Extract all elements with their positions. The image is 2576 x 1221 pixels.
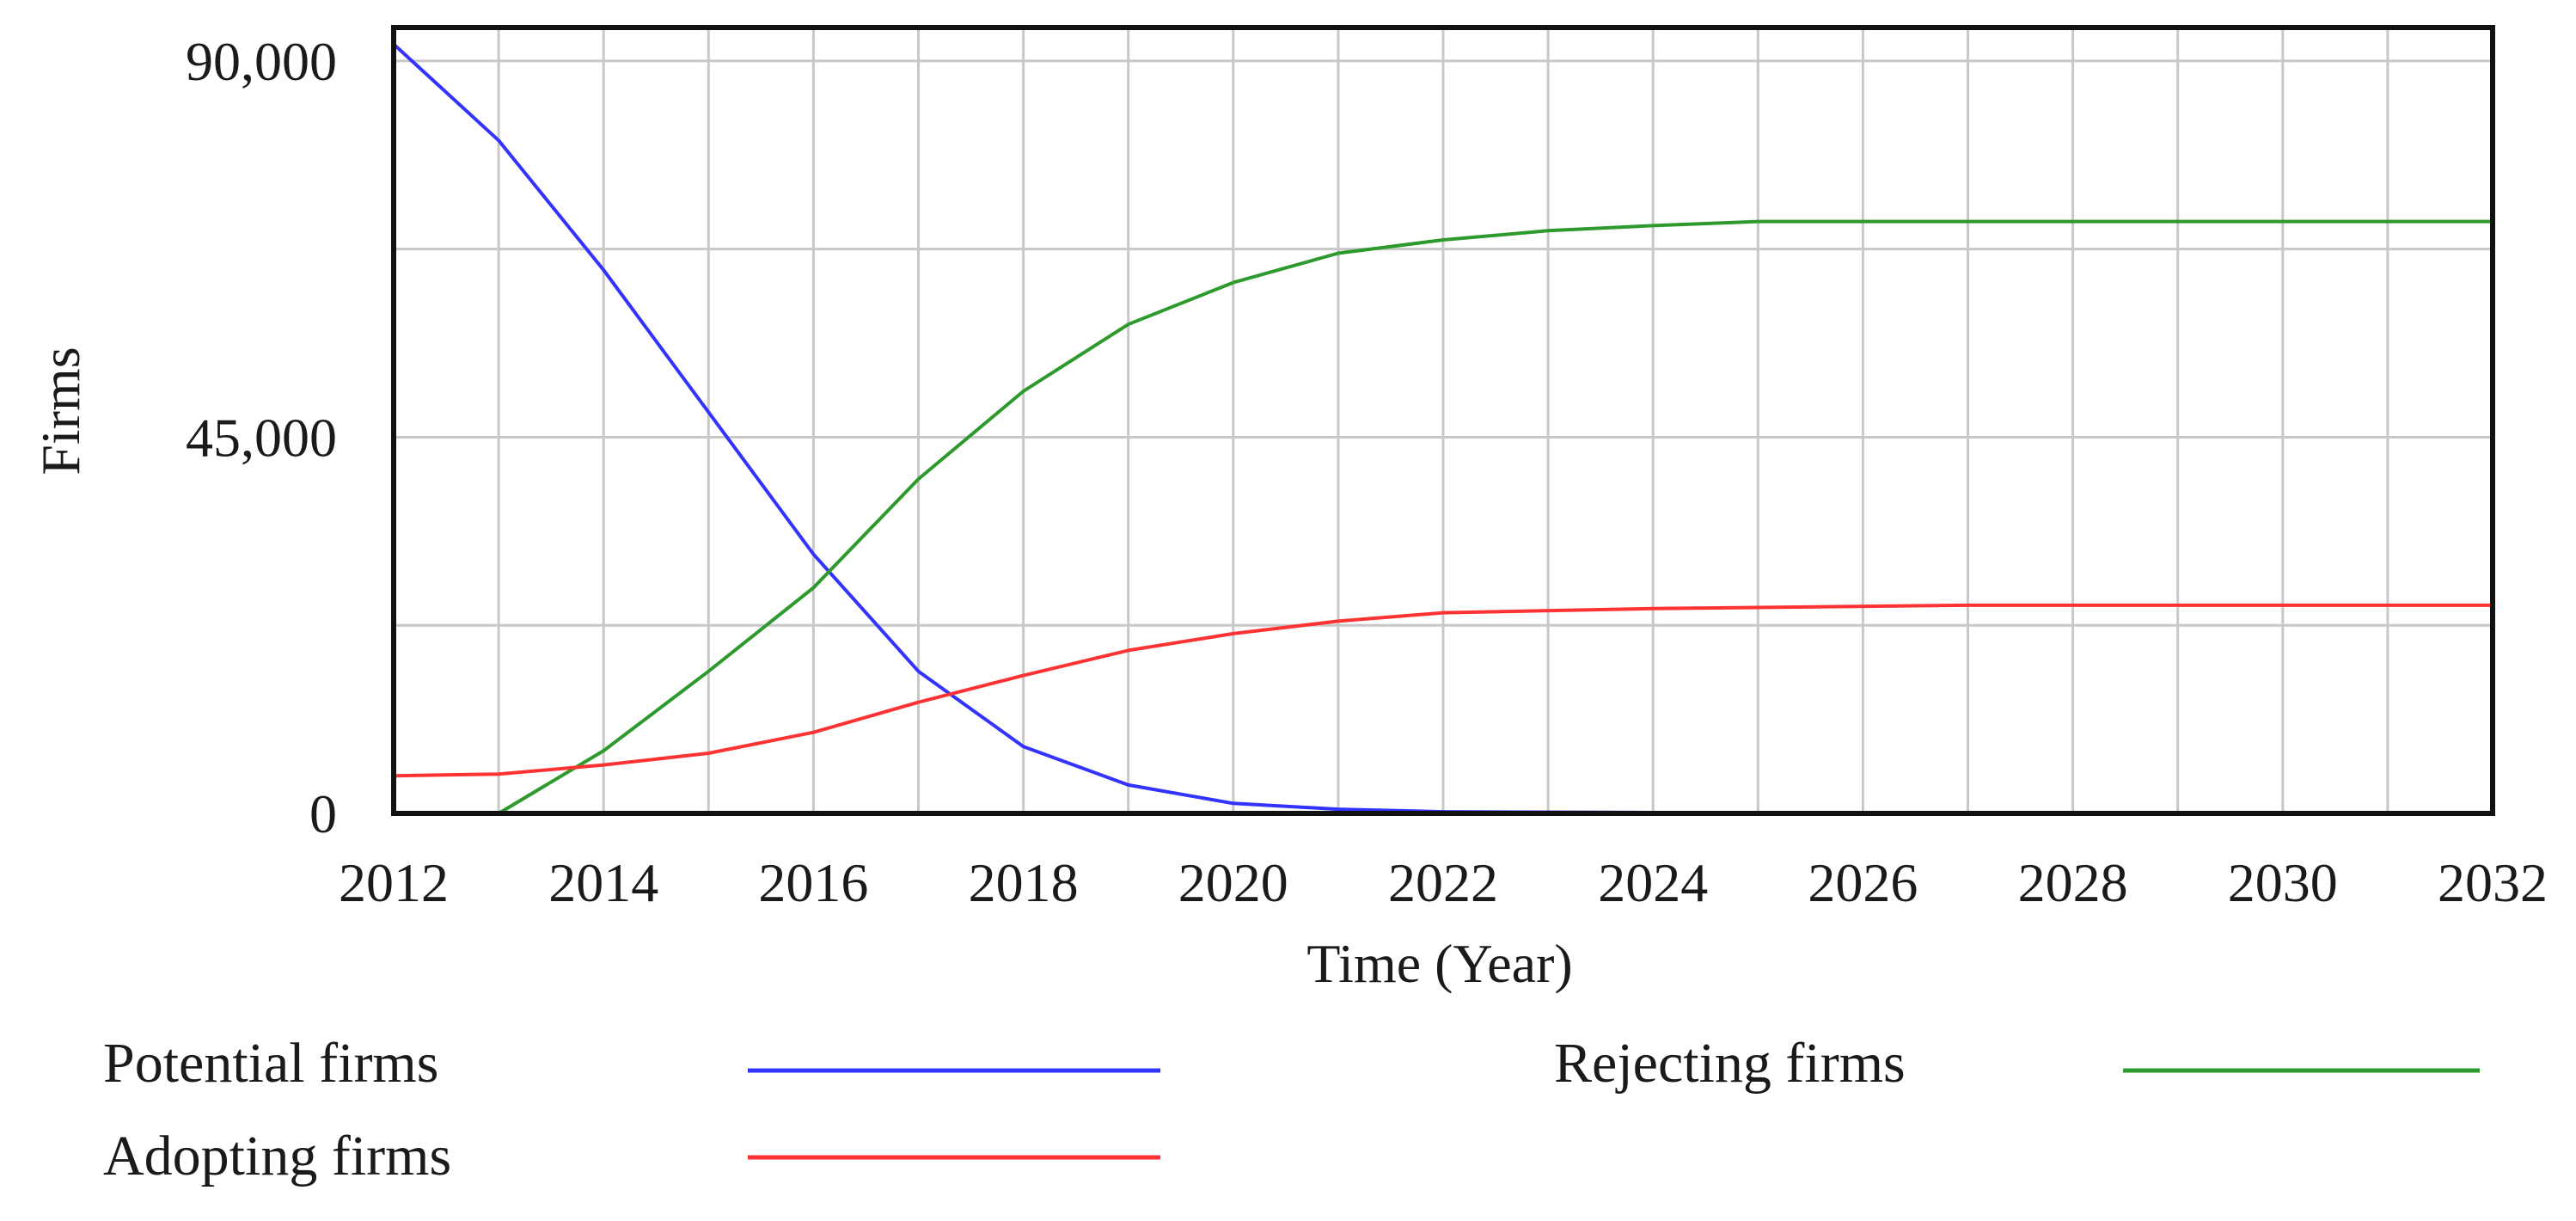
x-tick-label: 2032	[2438, 852, 2548, 913]
x-tick-label: 2012	[339, 852, 449, 913]
x-tick-label: 2026	[1808, 852, 1918, 913]
x-tick-label: 2030	[2228, 852, 2338, 913]
x-axis-ticks: 2012 2014 2016 2018 2020 2022 2024 2026 2028 2030…	[339, 852, 2548, 913]
x-tick-label: 2014	[548, 852, 658, 913]
x-tick-label: 2022	[1388, 852, 1498, 913]
x-tick-label: 2020	[1178, 852, 1288, 913]
plot-frame	[391, 25, 2495, 816]
legend-label-rejecting-firms: Rejecting firms	[1554, 1032, 1906, 1095]
legend-label-potential-firms: Potential firms	[103, 1032, 438, 1095]
x-tick-label: 2024	[1598, 852, 1708, 913]
y-axis-title: Firms	[30, 347, 91, 475]
x-tick-label: 2018	[969, 852, 1079, 913]
y-axis-ticks: 90,000 45,000 0	[186, 31, 337, 844]
legend-label-adopting-firms: Adopting firms	[103, 1125, 451, 1187]
legend: Potential firms Rejecting firms Adopting f…	[103, 1032, 2480, 1187]
grid	[394, 28, 2493, 813]
series-line-adopting-firms	[393, 603, 2493, 778]
series-line-rejecting-firms	[394, 219, 2493, 815]
x-tick-label: 2028	[2018, 852, 2128, 913]
y-tick-label: 0	[309, 783, 337, 844]
y-tick-label: 45,000	[186, 407, 337, 468]
y-tick-label: 90,000	[186, 31, 337, 92]
x-tick-label: 2016	[758, 852, 868, 913]
x-axis-title: Time (Year)	[1306, 933, 1572, 994]
